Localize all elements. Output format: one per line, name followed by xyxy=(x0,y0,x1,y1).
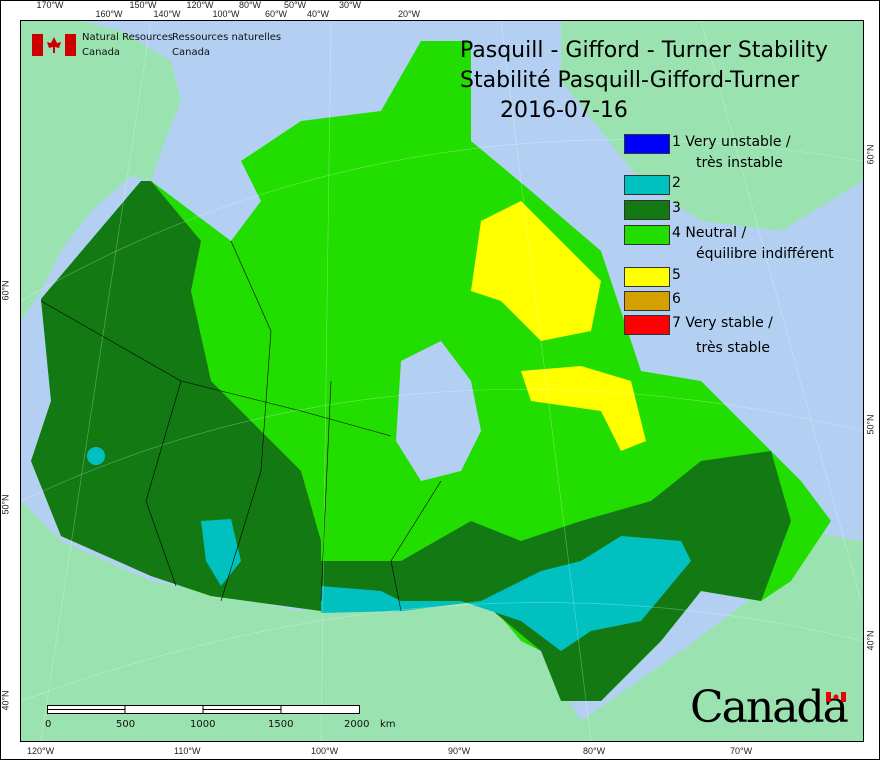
scale-unit: km xyxy=(380,719,396,730)
legend-swatch-2 xyxy=(624,175,670,195)
tick: 50°W xyxy=(283,0,307,10)
tick: 50°N xyxy=(865,414,876,435)
legend-label: 3 xyxy=(672,200,681,216)
scale-label: 500 xyxy=(116,719,136,730)
canada-wordmark: Canada xyxy=(690,682,849,733)
tick: 40°W xyxy=(306,9,330,19)
tick: 120°W xyxy=(27,746,55,756)
legend-swatch-3 xyxy=(624,200,670,220)
tick: 170°W xyxy=(36,0,64,10)
legend-label: 6 xyxy=(672,291,681,307)
region-class-3-west xyxy=(31,181,321,611)
legend-label: équilibre indifférent xyxy=(696,246,834,262)
tick: 50°N xyxy=(0,494,11,515)
tick: 150°W xyxy=(129,0,157,10)
tick: 160°W xyxy=(95,9,123,19)
legend-label: 2 xyxy=(672,175,681,191)
boundaries xyxy=(40,240,442,612)
tick: 30°W xyxy=(338,0,362,10)
tick: 80°W xyxy=(238,0,262,10)
tick: 40°N xyxy=(865,630,876,651)
tick: 60°N xyxy=(0,280,11,301)
graticule xyxy=(21,21,863,741)
tick: 60°W xyxy=(264,9,288,19)
legend-swatch-6 xyxy=(624,291,670,311)
legend-swatch-1 xyxy=(624,134,670,154)
tick: 80°W xyxy=(583,746,606,756)
region-class-2-south xyxy=(321,536,691,651)
legend-swatch-5 xyxy=(624,267,670,287)
map-canvas xyxy=(21,21,863,741)
legend-swatch-4 xyxy=(624,225,670,245)
hudson-bay xyxy=(396,341,481,481)
scale-label: 1500 xyxy=(268,719,294,730)
tick: 100°W xyxy=(212,9,240,19)
legend-label: très stable xyxy=(696,340,771,356)
region-class-5-labrador xyxy=(521,366,646,451)
tick: 140°W xyxy=(153,9,181,19)
tick: 110°W xyxy=(174,746,201,756)
tick: 40°N xyxy=(0,690,11,711)
tick: 90°W xyxy=(448,746,471,756)
region-class-2-bc xyxy=(87,447,105,465)
title-fr: Stabilité Pasquill-Gifford-Turner xyxy=(460,68,800,93)
legend-label: très instable xyxy=(696,155,783,171)
legend-label: 5 xyxy=(672,267,681,283)
title-date: 2016-07-16 xyxy=(500,98,628,123)
alaska-land xyxy=(21,21,181,321)
agency-fr-1: Ressources naturelles xyxy=(172,32,282,43)
agency-en-1: Natural Resources xyxy=(82,32,174,43)
tick: 70°W xyxy=(730,746,753,756)
legend-label: 1 Very unstable / xyxy=(672,134,791,150)
wordmark-flag-icon xyxy=(826,692,846,702)
scale-label: 0 xyxy=(45,719,52,730)
agency-fr-2: Canada xyxy=(172,47,211,58)
legend-label: 7 Very stable / xyxy=(672,315,773,331)
scale-label: 2000 xyxy=(344,719,370,730)
title-en: Pasquill - Gifford - Turner Stability xyxy=(460,38,828,63)
tick: 20°W xyxy=(397,9,421,19)
tick: 100°W xyxy=(311,746,339,756)
usa-land xyxy=(21,501,863,741)
agency-en-2: Canada xyxy=(82,47,121,58)
greenland-land xyxy=(561,21,863,231)
canada-flag-icon xyxy=(32,34,76,56)
region-class-5-baffin xyxy=(471,201,601,341)
tick: 120°W xyxy=(186,0,214,10)
legend-label: 4 Neutral / xyxy=(672,225,747,241)
scale-label: 1000 xyxy=(190,719,216,730)
tick: 60°N xyxy=(865,144,876,165)
map-area[interactable] xyxy=(20,20,864,742)
legend-swatch-7 xyxy=(624,315,670,335)
